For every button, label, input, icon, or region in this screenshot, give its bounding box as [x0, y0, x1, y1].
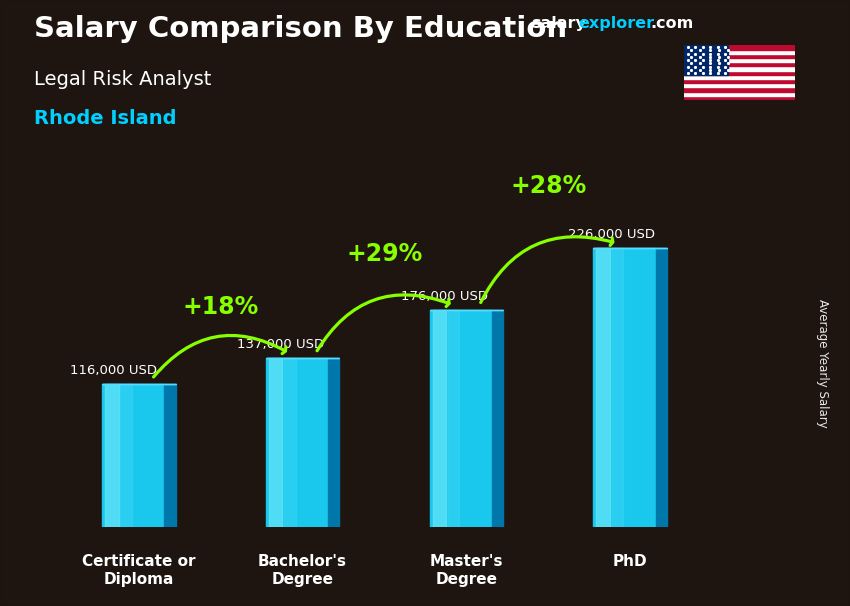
- Text: Salary Comparison By Education: Salary Comparison By Education: [34, 15, 567, 43]
- Bar: [429, 310, 492, 527]
- Text: salary: salary: [531, 16, 586, 32]
- Bar: [684, 92, 795, 96]
- Polygon shape: [492, 310, 503, 527]
- Bar: [684, 62, 795, 67]
- Bar: [612, 248, 623, 527]
- Text: 116,000 USD: 116,000 USD: [70, 364, 156, 376]
- Bar: [684, 71, 795, 75]
- Bar: [684, 79, 795, 83]
- Bar: [266, 358, 328, 527]
- Text: Rhode Island: Rhode Island: [34, 109, 177, 128]
- Text: PhD: PhD: [613, 554, 648, 570]
- Text: Bachelor's
Degree: Bachelor's Degree: [258, 554, 347, 587]
- Bar: [597, 248, 610, 527]
- Bar: [684, 96, 795, 100]
- Text: +28%: +28%: [510, 174, 586, 198]
- Bar: [684, 87, 795, 92]
- Bar: [684, 45, 795, 50]
- Bar: [105, 384, 119, 527]
- Bar: [121, 384, 132, 527]
- Text: explorer: explorer: [579, 16, 655, 32]
- Text: Legal Risk Analyst: Legal Risk Analyst: [34, 70, 212, 88]
- Bar: [684, 58, 795, 62]
- Bar: [684, 50, 795, 54]
- Bar: [684, 45, 728, 75]
- Text: 226,000 USD: 226,000 USD: [568, 228, 654, 241]
- Text: +29%: +29%: [346, 242, 422, 266]
- Polygon shape: [655, 248, 667, 527]
- Bar: [102, 384, 164, 527]
- Bar: [285, 358, 296, 527]
- Bar: [684, 83, 795, 87]
- Text: 137,000 USD: 137,000 USD: [237, 338, 324, 351]
- Polygon shape: [164, 384, 176, 527]
- Text: Average Yearly Salary: Average Yearly Salary: [816, 299, 829, 428]
- Bar: [684, 75, 795, 79]
- Bar: [593, 248, 655, 527]
- Text: Certificate or
Diploma: Certificate or Diploma: [82, 554, 196, 587]
- Text: Master's
Degree: Master's Degree: [429, 554, 503, 587]
- Bar: [684, 54, 795, 58]
- Bar: [433, 310, 446, 527]
- Bar: [448, 310, 459, 527]
- Bar: [269, 358, 282, 527]
- Text: .com: .com: [650, 16, 694, 32]
- Polygon shape: [328, 358, 339, 527]
- Text: 176,000 USD: 176,000 USD: [400, 290, 488, 302]
- Bar: [684, 67, 795, 71]
- Text: +18%: +18%: [183, 295, 258, 319]
